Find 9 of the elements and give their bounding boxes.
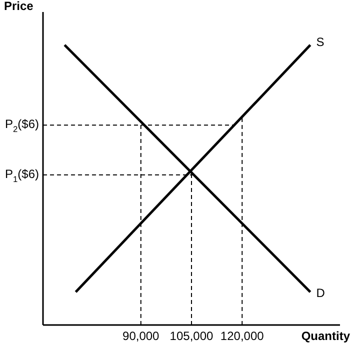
ref-line-label: P$_{2}$($6) [4, 117, 39, 134]
x-tick-label: 105,000 [170, 329, 214, 343]
x-axis-title: Quantity [301, 329, 350, 343]
series-label: S [316, 35, 324, 50]
x-tick-label: 90,000 [122, 329, 160, 343]
series-label: D [316, 286, 326, 300]
x-tick-label: 120,000 [220, 329, 264, 343]
ref-line-label: P$_{1}$($6) [4, 167, 39, 184]
y-axis-title: Price [4, 0, 34, 13]
